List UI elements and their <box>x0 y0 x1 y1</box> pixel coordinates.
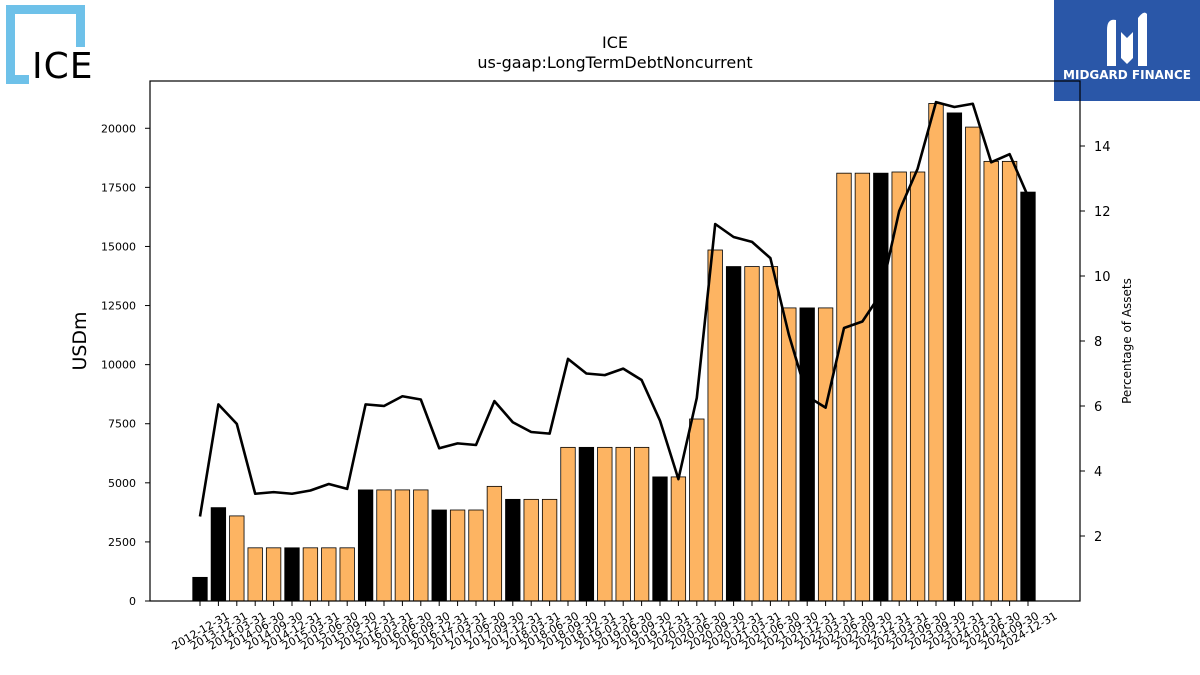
logo-frame-left <box>6 5 15 84</box>
chart-subtitle: us-gaap:LongTermDebtNoncurrent <box>477 53 752 72</box>
logo-frame-bottom <box>6 75 29 84</box>
y2-axis-label: Percentage of Assets <box>1120 278 1134 404</box>
bar-2021-06-30 <box>762 266 779 602</box>
y-tick-label: 7500 <box>108 418 136 431</box>
bar-2022-12-31 <box>873 172 889 602</box>
bar-2020-12-31 <box>725 266 742 602</box>
y-axis-left: 0 2500 5000 7500 10000 12500 15000 17500 20000 <box>101 122 150 608</box>
bar-2019-12-31 <box>652 476 668 602</box>
y-axis-label: USDm <box>69 311 91 370</box>
bar-2017-09-30 <box>486 485 503 602</box>
bar-2015-06-30 <box>321 547 337 602</box>
bar-2013-12-31 <box>210 507 227 602</box>
bar-2018-09-30 <box>560 446 576 602</box>
percentage-line-series <box>198 100 1030 517</box>
logo-frame-right <box>76 5 85 47</box>
bar-2012-12-31 <box>192 576 208 602</box>
bar-2017-03-31 <box>449 509 466 602</box>
bar-2014-09-30 <box>265 547 282 602</box>
bar-2023-12-31 <box>946 112 963 602</box>
bar-2019-09-30 <box>633 446 650 602</box>
y-tick-label: 5000 <box>108 477 136 490</box>
logo-frame-top <box>6 5 84 14</box>
y-tick-label: 2500 <box>108 536 136 549</box>
bar-2024-06-30 <box>983 160 999 602</box>
y2-tick-label: 8 <box>1094 335 1102 350</box>
y2-tick-label: 12 <box>1094 205 1111 220</box>
chart-title: ICE <box>602 33 628 52</box>
bar-2023-06-30 <box>909 171 926 602</box>
bar-2019-03-31 <box>597 446 613 602</box>
bar-series <box>192 103 1036 602</box>
x-axis: 2012-12-312013-12-312014-03-312014-06-30… <box>170 601 1060 653</box>
y-tick-label: 12500 <box>101 300 136 313</box>
percentage-line <box>198 100 1030 517</box>
bar-2015-03-31 <box>302 547 319 602</box>
bar-2020-09-30 <box>707 249 723 602</box>
bar-2016-03-31 <box>376 489 392 602</box>
bar-2020-03-31 <box>670 476 687 602</box>
bar-2023-09-30 <box>928 103 944 602</box>
brand-name: MIDGARD FINANCE <box>1063 68 1191 82</box>
ice-logo: ICE <box>6 5 93 85</box>
y-tick-label: 20000 <box>101 122 136 135</box>
bar-2015-09-30 <box>339 547 355 602</box>
bar-2018-06-30 <box>541 498 558 602</box>
y-tick-label: 10000 <box>101 359 136 372</box>
bar-2022-09-30 <box>854 172 871 602</box>
bar-2017-12-31 <box>505 498 521 602</box>
bar-2018-12-31 <box>578 446 595 602</box>
bar-2022-03-31 <box>817 307 834 602</box>
y-tick-label: 0 <box>129 595 136 608</box>
y2-tick-label: 2 <box>1094 530 1102 545</box>
bar-2024-12-31 <box>1020 191 1036 602</box>
bar-2019-06-30 <box>615 446 631 602</box>
y-axis-right: 2 4 6 8 10 12 14 <box>1080 140 1111 545</box>
logo-text: ICE <box>32 46 94 87</box>
bar-2020-06-30 <box>689 418 705 602</box>
y-tick-label: 17500 <box>101 181 136 194</box>
bar-2014-06-30 <box>247 547 263 602</box>
y2-tick-label: 6 <box>1094 400 1102 415</box>
y2-tick-label: 10 <box>1094 270 1111 285</box>
y2-tick-label: 14 <box>1094 140 1111 155</box>
bar-2014-12-31 <box>284 547 300 602</box>
bar-2024-09-30 <box>1001 160 1018 602</box>
bar-2024-03-31 <box>965 126 981 602</box>
bar-2016-12-31 <box>431 509 447 602</box>
bar-2018-03-31 <box>523 498 539 602</box>
y-tick-label: 15000 <box>101 240 136 253</box>
brand-badge: MIDGARD FINANCE <box>1054 0 1200 101</box>
bar-2014-03-31 <box>229 515 245 602</box>
bar-2016-09-30 <box>413 489 429 602</box>
midgard-m-icon <box>1107 12 1147 67</box>
bar-2015-12-31 <box>357 489 374 602</box>
y2-tick-label: 4 <box>1094 465 1102 480</box>
bar-2021-12-31 <box>799 307 815 602</box>
bar-2017-06-30 <box>468 509 484 602</box>
bar-2022-06-30 <box>836 172 852 602</box>
bar-2021-03-31 <box>744 266 760 602</box>
bar-2016-06-30 <box>394 489 411 602</box>
